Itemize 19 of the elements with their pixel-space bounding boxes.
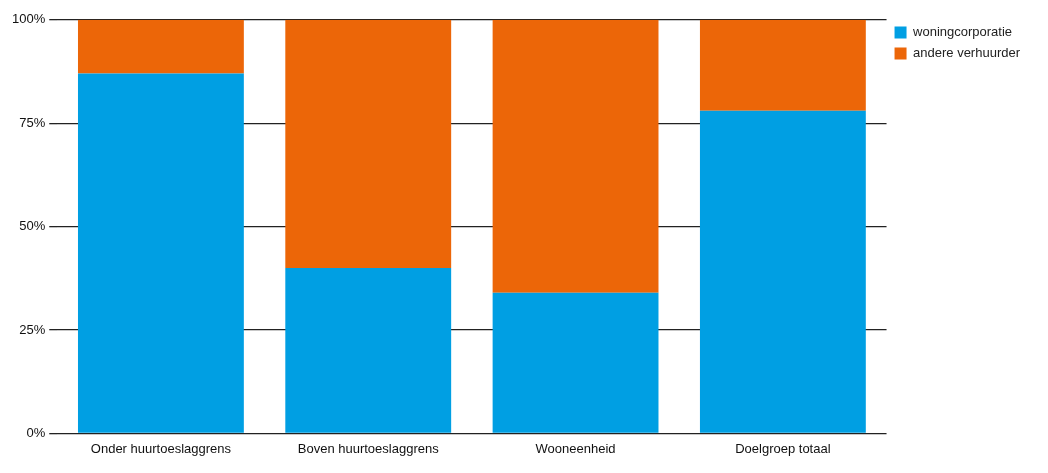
bar [699, 110, 866, 433]
bar [492, 19, 659, 293]
y-tick-label: 25% [19, 321, 46, 337]
bar [285, 267, 452, 433]
y-tick-label: 100% [12, 11, 46, 27]
y-tick-label: 75% [19, 114, 46, 130]
y-tick-label: 50% [19, 218, 46, 234]
bar [285, 19, 452, 268]
legend-label: woningcorporatie [912, 24, 1013, 40]
bar [77, 19, 244, 74]
x-tick-label: Doelgroep totaal [735, 440, 831, 456]
x-tick-label: Boven huurtoeslaggrens [297, 440, 440, 456]
bar [492, 292, 659, 433]
x-tick-label: Onder huurtoeslaggrens [90, 440, 232, 456]
bar [699, 19, 866, 111]
x-tick-label: Wooneenheid [535, 440, 616, 456]
legend-label: andere verhuurder [913, 45, 1021, 61]
y-tick-label: 0% [26, 424, 46, 440]
bar [77, 73, 244, 433]
